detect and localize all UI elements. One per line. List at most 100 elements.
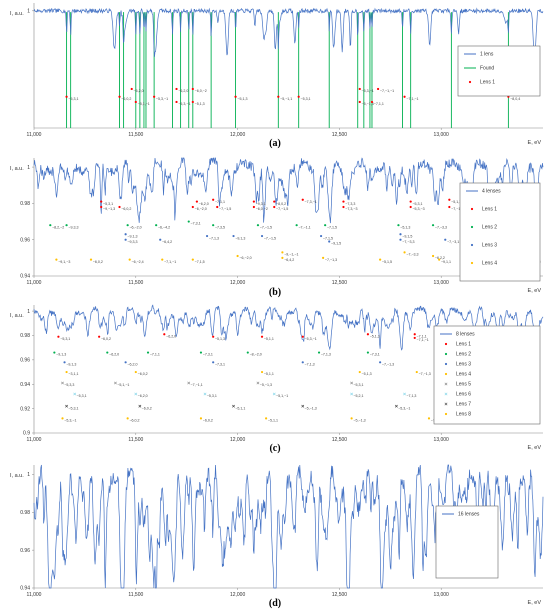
marker-label: −7,1,1 — [150, 353, 160, 357]
panel-label: (b) — [269, 287, 281, 298]
lens-marker — [376, 87, 380, 91]
legend-box — [433, 325, 541, 425]
chart-panel-1: 11,000 11,500 12,000 12,500 13,000 1I, a.u. E,… — [10, 3, 544, 149]
y-tick-label: 0.98 — [20, 201, 30, 207]
y-tick-label: 0.9 — [23, 431, 30, 437]
lens-marker — [301, 198, 304, 201]
lens-marker — [191, 205, 194, 209]
lens-marker — [153, 95, 156, 98]
y-tick-label: 0.96 — [20, 237, 30, 243]
marker-label: −9,−1,−1 — [284, 253, 298, 257]
marker-label: −7,−1,5 — [264, 236, 276, 240]
y-tick-label: 1 — [27, 165, 30, 171]
marker-label: −7,1,5 — [323, 236, 333, 240]
marker-label: −7,−3,1 — [447, 240, 459, 244]
lens-marker — [212, 361, 215, 364]
marker-label: −5,3,1 — [412, 202, 422, 206]
x-tick-label: 13,000 — [434, 280, 450, 286]
marker-label: −5,−1,3 — [362, 102, 374, 106]
marker-label: −6,2,0 — [178, 89, 188, 93]
marker-label: −5,3,1 — [207, 394, 217, 398]
lens-marker — [399, 233, 402, 236]
lens-marker — [126, 417, 129, 420]
lens-marker — [212, 198, 215, 201]
lens-marker — [124, 361, 127, 364]
lens-marker — [118, 95, 121, 98]
lens-marker — [134, 392, 138, 396]
lens-marker — [252, 205, 255, 209]
y-tick-label: 0.94 — [20, 382, 30, 388]
legend-swatch — [444, 362, 448, 366]
lens-marker — [232, 404, 235, 408]
x-tick-label: 12,000 — [230, 592, 246, 598]
marker-label: −9,3,1 — [256, 202, 266, 206]
marker-label: −5,1,−1 — [276, 394, 288, 398]
y-axis-label: I, a.u. — [10, 166, 24, 172]
marker-label: −5,3,−1 — [398, 406, 410, 410]
legend-swatch — [470, 207, 474, 211]
marker-label: −7,1,5 — [327, 225, 337, 229]
marker-label: −6,0,2 — [121, 97, 131, 101]
lens-marker — [49, 224, 52, 227]
lens-marker — [319, 234, 323, 238]
marker-label: −7,1,−1 — [164, 260, 176, 264]
marker-label: −8,2,−2 — [52, 225, 64, 229]
lens-marker — [100, 205, 103, 209]
marker-label: −6,4,2 — [284, 258, 294, 262]
marker-label: −6,2,2 — [435, 256, 445, 260]
legend-entry: Lens 6 — [456, 392, 471, 398]
lens-marker — [324, 224, 327, 227]
legend-entry: 4 lenses — [482, 189, 501, 195]
marker-label: −5,3,−1 — [156, 97, 168, 101]
lens-marker — [281, 251, 284, 254]
legend-swatch — [444, 352, 448, 356]
lens-marker — [281, 256, 284, 259]
marker-label: −5,3,−3 — [412, 207, 424, 211]
marker-label: −6,0,2 — [138, 372, 148, 376]
marker-label: −7,1,3 — [406, 394, 416, 398]
y-tick-label: 0.98 — [20, 510, 30, 516]
marker-label: −5,3,−1 — [178, 102, 190, 106]
marker-label: −5,1,3 — [195, 102, 205, 106]
lens-marker — [273, 200, 276, 203]
lens-marker — [203, 392, 207, 396]
x-tick-label: 11,500 — [128, 132, 143, 138]
lens-marker — [61, 381, 64, 385]
marker-label: −7,3,1 — [203, 353, 213, 357]
lens-marker — [256, 381, 260, 385]
lens-marker — [342, 200, 345, 203]
legend-entry: Lens 1 — [482, 207, 497, 213]
marker-label: −5,−1,3 — [260, 383, 272, 387]
marker-label: −7,1,3 — [321, 353, 331, 357]
legend-swatch — [470, 243, 474, 247]
marker-label: −7,1,3 — [209, 236, 219, 240]
lens-marker — [322, 256, 325, 259]
marker-label: −9,1,3 — [235, 236, 245, 240]
lens-marker — [236, 254, 239, 258]
legend-box — [435, 505, 499, 579]
legend-entry: Lens 8 — [456, 412, 471, 418]
legend-entry: Lens 3 — [456, 362, 471, 368]
legend-swatch — [470, 225, 474, 229]
x-tick-label: 11,000 — [27, 280, 42, 286]
marker-label: −6,0,2 — [129, 419, 139, 423]
lens-marker — [118, 205, 121, 209]
marker-label: −6,0,2 — [203, 419, 213, 423]
marker-label: −7,1,5 — [195, 260, 205, 264]
marker-label: −7,1,1 — [374, 102, 384, 106]
lens-marker — [350, 381, 354, 385]
lens-marker — [409, 205, 412, 209]
lens-marker — [63, 361, 66, 364]
marker-label: −7,−1,5 — [219, 207, 231, 211]
marker-label: −5,1,1 — [264, 372, 274, 376]
x-tick-label: 12,000 — [230, 437, 246, 443]
lens-marker — [413, 336, 416, 340]
lens-marker — [301, 335, 304, 338]
lens-marker — [342, 205, 345, 209]
marker-label: −5,1,5 — [382, 260, 392, 264]
marker-label: −5,3,1 — [68, 406, 78, 410]
lens-marker — [370, 100, 374, 104]
lens-marker — [403, 95, 406, 98]
y-tick-label: 1 — [27, 309, 30, 315]
